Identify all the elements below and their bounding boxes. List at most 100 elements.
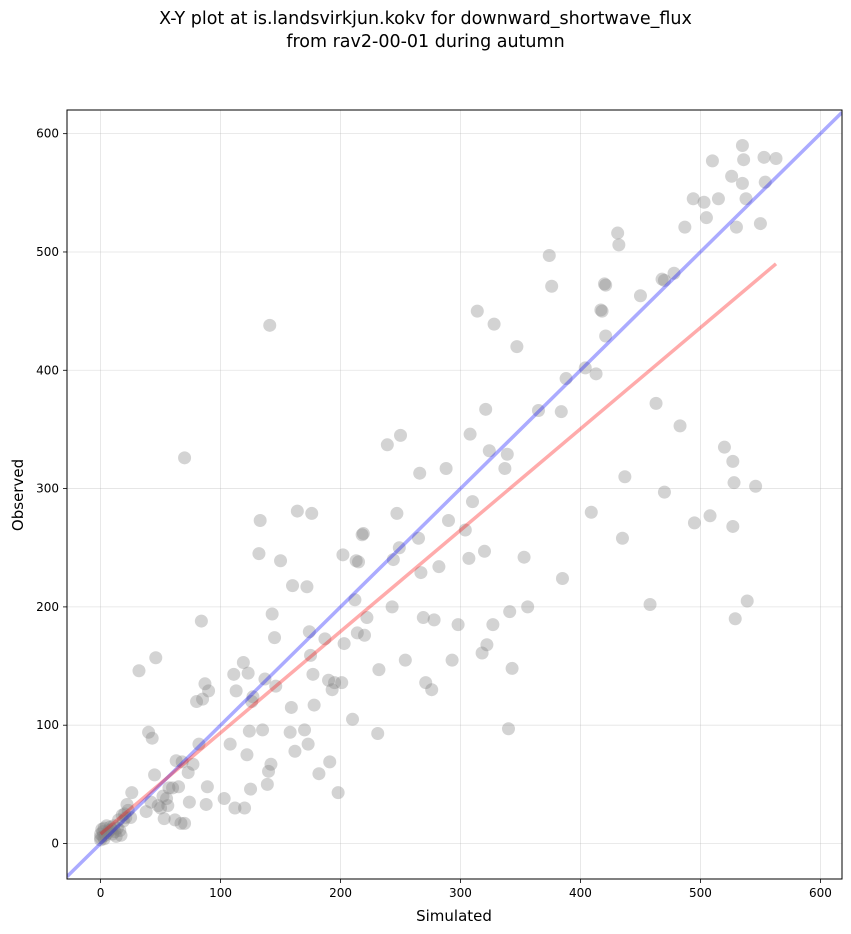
scatter-point [503,605,517,619]
scatter-point [521,600,535,614]
scatter-point [186,757,200,771]
scatter-point [649,396,663,410]
scatter-point [145,731,159,745]
scatter-point [263,318,277,332]
scatter-point [531,404,545,418]
scatter-point [463,427,477,441]
scatter-point [380,438,394,452]
scatter-point [125,786,139,800]
y-tick-label: 400 [36,363,59,377]
scatter-point [729,220,743,234]
scatter-point [633,289,647,303]
scatter-point [190,695,204,709]
scatter-point [501,722,515,736]
scatter-point [686,192,700,206]
scatter-point [655,272,669,286]
scatter-point [290,504,304,518]
y-tick-label: 0 [51,837,59,851]
scatter-point [256,723,270,737]
scatter-point [477,544,491,558]
scatter-point [356,527,370,541]
scatter-point [107,819,121,833]
scatter-point [96,825,110,839]
scatter-point [392,541,406,555]
scatter-point [487,317,501,331]
scatter-point [599,329,613,343]
plot-frame [66,109,843,880]
scatter-point [480,638,494,652]
scatter-point [657,485,671,499]
scatter-point [98,828,112,842]
scatter-point [687,516,701,530]
scatter-point [241,666,255,680]
scatter-point [120,797,134,811]
scatter-point [192,737,206,751]
scatter-point [711,192,725,206]
scatter-point [725,169,739,183]
scatter-point [236,655,250,669]
scatter-point [559,372,573,386]
scatter-point [371,726,385,740]
scatter-point [124,810,138,824]
scatter-point [517,550,531,564]
scatter-point [96,829,110,843]
scatter-point [194,614,208,628]
scatter-point [699,211,713,225]
scatter-point [726,519,740,533]
scatter-point [166,781,180,795]
y-tick-label: 200 [36,600,59,614]
x-tick-label: 600 [809,886,832,900]
scatter-point [414,566,428,580]
scatter-point [458,523,472,537]
scatter-point [667,266,681,280]
scatter-point [118,807,132,821]
scatter-point [753,217,767,231]
scatter-point [451,618,465,632]
scatter-point [217,792,231,806]
scatter-point [412,531,426,545]
scatter-point [154,801,168,815]
scatter-point [181,766,195,780]
scatter-point [740,594,754,608]
x-tick-label: 300 [449,886,472,900]
scatter-point [462,551,476,565]
scatter-point [542,249,556,263]
scatter-point [304,648,318,662]
scatter-point [735,176,749,190]
scatter-point [475,646,489,660]
scatter-point [595,304,609,318]
scatter-point [253,514,267,528]
scatter-point [260,777,274,791]
scatter-point [244,782,258,796]
scatter-point [705,154,719,168]
scatter-point [160,792,174,806]
scatter-point [121,803,135,817]
scatter-point [657,273,671,287]
scatter-point [510,340,524,354]
scatter-point [286,579,300,593]
scatter-point [439,461,453,475]
scatter-point [372,663,386,677]
scatter-point [597,277,611,291]
scatter-point [265,607,279,621]
scatter-point [100,819,114,833]
scatter-point [757,150,771,164]
scatter-point [242,724,256,738]
scatter-point [151,799,165,813]
scatter-point [479,402,493,416]
scatter-point [416,611,430,625]
scatter-point [284,700,298,714]
y-tick-label: 100 [36,718,59,732]
scatter-point [386,553,400,567]
scatter-point [168,813,182,827]
scatter-point [355,528,369,542]
scatter-point [132,664,146,678]
scatter-point [116,814,130,828]
scatter-point [394,428,408,442]
scatter-point [358,628,372,642]
scatter-point [349,554,363,568]
scatter-point [300,580,314,594]
scatter-point [445,653,459,667]
y-tick-label: 600 [36,127,59,141]
scatter-point [108,825,122,839]
